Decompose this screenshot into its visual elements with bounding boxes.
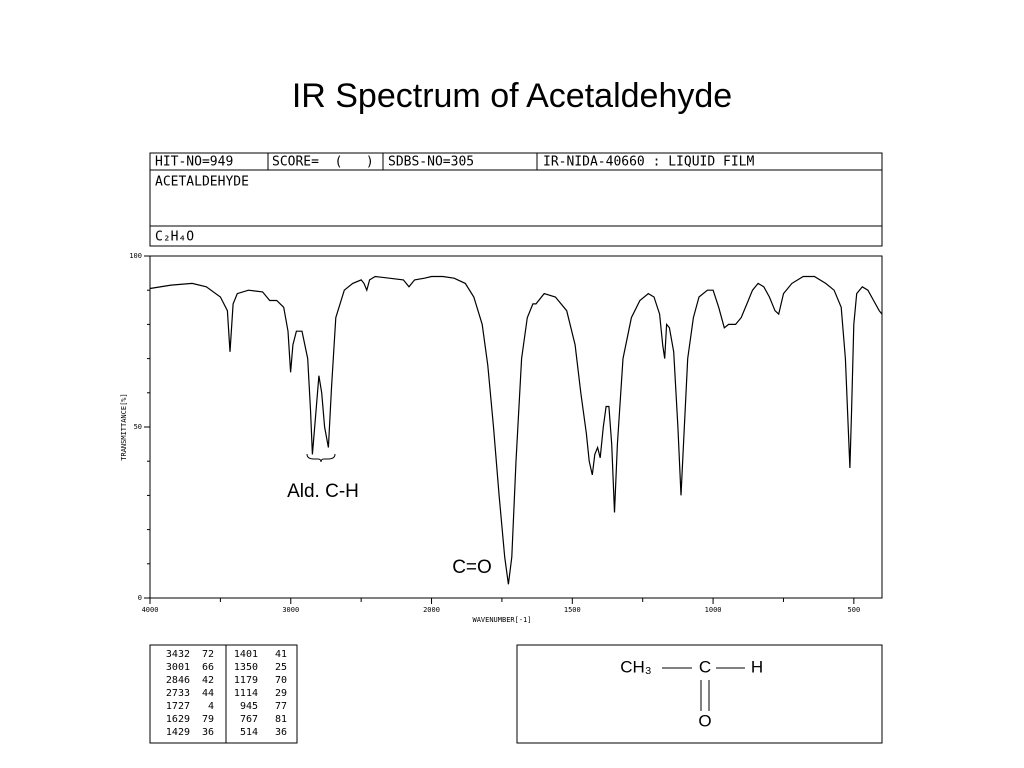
header-cell: HIT-NO=949 [155, 155, 233, 170]
peak-cell: 77 [275, 701, 287, 712]
peak-cell: 41 [275, 649, 287, 660]
x-tick-label: 500 [848, 606, 861, 614]
annotation: Ald. C-H [287, 481, 359, 502]
peak-cell: 79 [202, 714, 214, 725]
y-tick-label: 0 [138, 594, 142, 602]
peak-cell: 36 [202, 727, 214, 738]
peak-cell: 1629 [166, 714, 190, 725]
y-axis-label: TRANSMITTANCE[%] [120, 393, 128, 460]
peak-cell: 44 [202, 688, 214, 699]
x-axis-label: WAVENUMBER[-1] [472, 616, 531, 624]
structure-box [516, 644, 883, 744]
y-tick-label: 50 [134, 423, 142, 431]
peak-cell: 72 [202, 649, 214, 660]
brace [306, 453, 336, 463]
peak-cell: 1179 [234, 675, 258, 686]
peak-cell: 66 [202, 662, 214, 673]
peak-cell: 945 [240, 701, 258, 712]
annotation: C=O [452, 557, 492, 578]
peak-cell: 3432 [166, 649, 190, 660]
header-cell: IR-NIDA-40660 : LIQUID FILM [543, 155, 754, 170]
x-tick-label: 2000 [423, 606, 440, 614]
atom: CH₃ [620, 657, 651, 676]
compound-name: ACETALDEHYDE [155, 175, 249, 190]
peak-cell: 3001 [166, 662, 190, 673]
peak-cell: 1429 [166, 727, 190, 738]
peak-cell: 767 [240, 714, 258, 725]
header-cell: SCORE= ( ) [272, 155, 374, 170]
atom: C [699, 657, 711, 676]
peak-cell: 1114 [234, 688, 258, 699]
peak-cell: 514 [240, 727, 258, 738]
peak-cell: 2846 [166, 675, 190, 686]
peak-cell: 42 [202, 675, 214, 686]
peak-cell: 25 [275, 662, 287, 673]
x-tick-label: 1000 [705, 606, 722, 614]
peak-cell: 81 [275, 714, 287, 725]
atom: H [751, 657, 763, 676]
peak-cell: 70 [275, 675, 287, 686]
x-tick-label: 1500 [564, 606, 581, 614]
atom: O [698, 711, 711, 730]
header-cell: SDBS-NO=305 [388, 155, 474, 170]
formula: C₂H₄O [155, 230, 194, 245]
peak-cell: 1350 [234, 662, 258, 673]
peak-cell: 4 [208, 701, 214, 712]
header-box [149, 152, 883, 247]
x-tick-label: 3000 [282, 606, 299, 614]
x-tick-label: 4000 [142, 606, 159, 614]
peak-table-box [149, 644, 298, 744]
y-tick-label: 100 [129, 252, 142, 260]
peak-cell: 2733 [166, 688, 190, 699]
peak-cell: 1401 [234, 649, 258, 660]
peak-cell: 1727 [166, 701, 190, 712]
spectrum-line [149, 275, 883, 585]
peak-table: 3432 72 1401 41 3001 66 1350 25 2846 42 1179 70 2733… [166, 649, 287, 738]
peak-cell: 36 [275, 727, 287, 738]
slide-title: IR Spectrum of Acetaldehyde [292, 77, 732, 115]
peak-cell: 29 [275, 688, 287, 699]
